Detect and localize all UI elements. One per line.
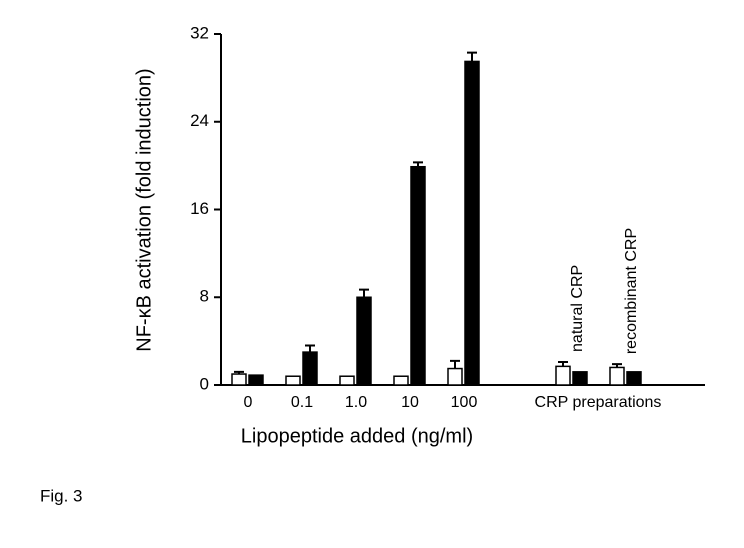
error-bar xyxy=(413,161,423,167)
bar xyxy=(447,367,463,386)
category-label: natural CRP xyxy=(569,265,586,352)
bar xyxy=(464,60,480,386)
x-tick-label: 100 xyxy=(451,394,478,411)
bar xyxy=(555,365,571,386)
bar xyxy=(285,375,301,386)
bar xyxy=(248,374,264,386)
error-bar xyxy=(234,370,244,375)
y-tick-label: 0 xyxy=(200,374,209,393)
x-axis-label: Lipopeptide added (ng/ml) xyxy=(241,425,473,447)
error-bar xyxy=(359,288,369,298)
error-bar xyxy=(612,363,622,368)
error-bar xyxy=(558,360,568,367)
y-axis-label: NF-κB activation (fold induction) xyxy=(133,68,155,351)
bar xyxy=(609,366,625,386)
category-label: recombinant CRP xyxy=(623,228,640,354)
y-tick-label: 16 xyxy=(190,199,209,218)
y-tick-label: 32 xyxy=(190,23,209,42)
bar xyxy=(231,373,247,386)
bar xyxy=(572,371,588,386)
x-tick-label: 0 xyxy=(244,394,253,411)
error-bar xyxy=(305,344,315,353)
x-tick-label: 10 xyxy=(401,394,419,411)
bar xyxy=(302,351,318,386)
bar xyxy=(339,375,355,386)
error-bar xyxy=(450,359,460,369)
x-tick-label: 1.0 xyxy=(345,394,367,411)
x-tick-label: 0.1 xyxy=(291,394,313,411)
bar xyxy=(356,296,372,386)
bar xyxy=(393,375,409,386)
group-label: CRP preparations xyxy=(535,394,662,411)
bar xyxy=(410,165,426,386)
y-tick-label: 24 xyxy=(190,111,209,130)
bar xyxy=(626,371,642,386)
error-bar xyxy=(467,51,477,62)
figure-label: Fig. 3 xyxy=(40,486,83,505)
y-tick-label: 8 xyxy=(200,287,209,306)
